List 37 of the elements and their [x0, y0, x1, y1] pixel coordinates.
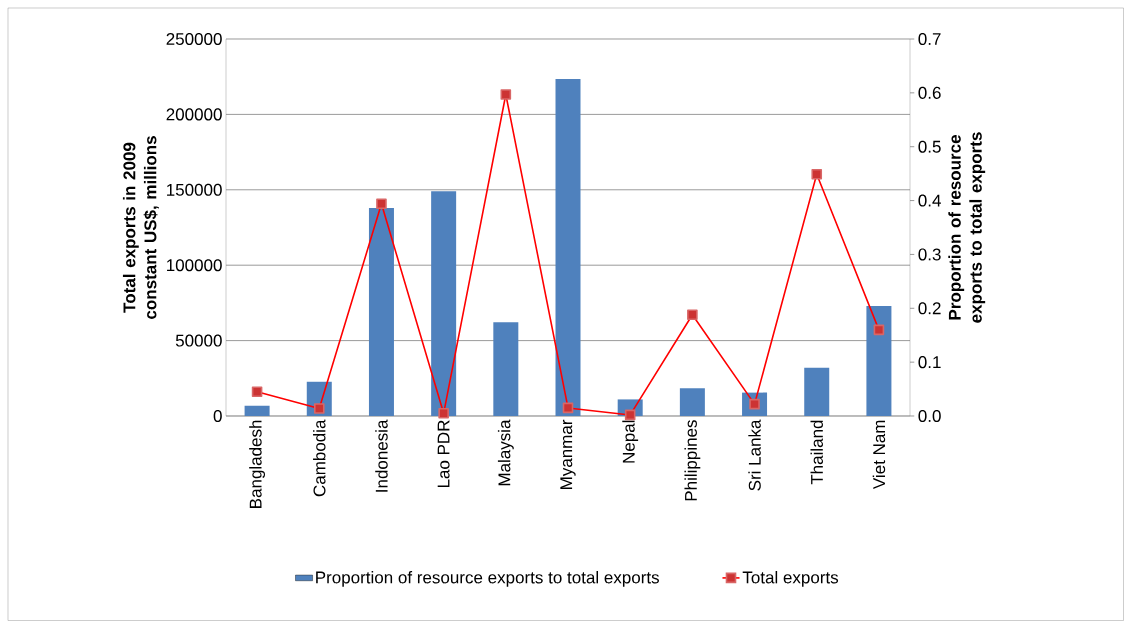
- bar: [493, 322, 519, 416]
- y2-tick-label: 0.0: [918, 409, 941, 423]
- y-tick-label: 150000: [167, 183, 222, 196]
- y2-tick-label: 0.5: [918, 140, 941, 153]
- y2-axis-title: Proportion of resource exports to total exports: [948, 132, 986, 323]
- y2-tick-label: 0.4: [918, 194, 941, 207]
- y2-tick-label: 0.7: [918, 32, 941, 46]
- x-tick-label: Viet Nam: [872, 420, 886, 490]
- y-tick-label: 50000: [175, 334, 222, 347]
- y-tick-label: 200000: [166, 108, 222, 121]
- x-tick-label: Indonesia: [375, 419, 388, 492]
- x-tick-label: Nepal: [622, 420, 639, 463]
- y-tick-label: 250000: [166, 32, 222, 46]
- bar: [244, 405, 270, 416]
- bar: [679, 388, 705, 416]
- legend-label: Proportion of resource exports to total exports: [316, 571, 659, 587]
- y-tick-label: 0: [213, 409, 222, 423]
- y2-tick-label: 0.3: [918, 248, 941, 261]
- x-tick-label: Bangladesh: [249, 420, 266, 508]
- x-tick-label: Cambodia: [313, 419, 326, 497]
- x-tick-label: Lao PDR: [437, 420, 450, 488]
- x-tick-label: Philippines: [684, 420, 701, 501]
- x-tick-label: Myanmar: [560, 419, 576, 489]
- x-tick-label: Malaysia: [497, 419, 514, 486]
- bar: [866, 305, 892, 416]
- y2-tick-label: 0.6: [918, 86, 941, 99]
- bar: [431, 191, 457, 416]
- x-tick-label: Thailand: [810, 420, 823, 485]
- y-tick-label: 100000: [167, 259, 222, 272]
- legend-label: Total exports: [742, 571, 839, 587]
- y2-tick-label: 0.1: [918, 356, 941, 369]
- bar: [804, 367, 830, 416]
- bar: [555, 78, 581, 416]
- bar: [368, 207, 394, 416]
- y2-tick-label: 0.2: [918, 302, 941, 315]
- x-tick-label: Sri Lanka: [748, 419, 761, 491]
- y-axis-title: Total exports in 2009 constant US$, millions: [122, 136, 159, 319]
